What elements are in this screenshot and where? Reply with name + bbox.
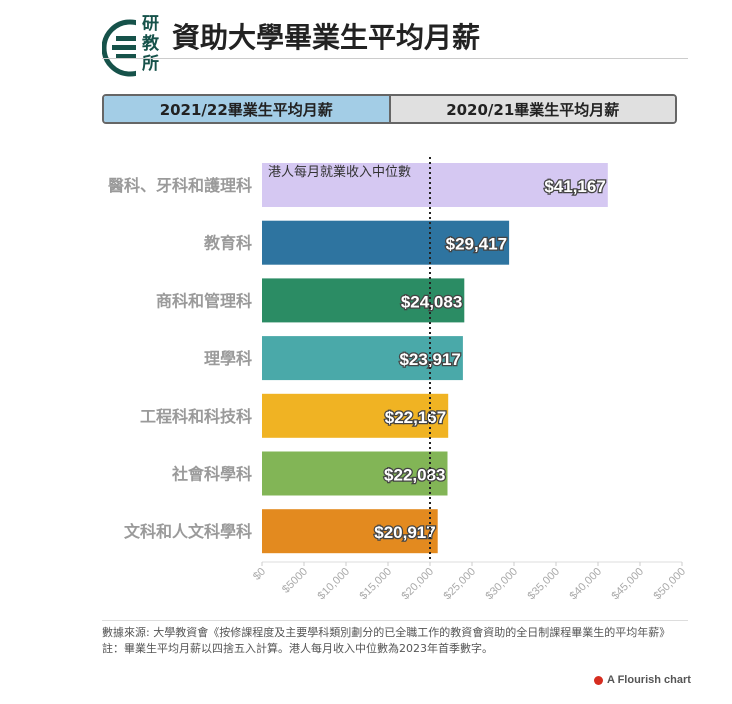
tab-2021-22[interactable]: 2021/22畢業生平均月薪 xyxy=(104,96,391,122)
footer-note: 註：畢業生平均月薪以四捨五入計算。港人每月收入中位數為2023年首季數字。 xyxy=(102,642,493,655)
x-tick-label-2: $10,000 xyxy=(316,566,353,603)
value-label-3: $23,917 xyxy=(399,350,460,369)
salary-bar-chart: 醫科、牙科和護理科 $41,167 教育科 $29,417 商科和管理科 $24,083 理… xyxy=(108,157,689,603)
value-label-1: $29,417 xyxy=(446,235,507,254)
category-label-3: 理學科 xyxy=(204,349,252,368)
value-label-6: $20,917 xyxy=(374,523,435,542)
bar-4 xyxy=(262,393,449,438)
bar-1 xyxy=(262,220,510,265)
x-tick-label-0: $0 xyxy=(251,566,268,583)
x-tick-label-3: $15,000 xyxy=(358,566,395,603)
x-tick-label-1: $5000 xyxy=(280,566,310,596)
page-title: 資助大學畢業生平均月薪 xyxy=(172,21,481,54)
x-tick-label-10: $50,000 xyxy=(652,566,689,603)
category-label-4: 工程科和科技科 xyxy=(140,407,252,426)
category-label-0: 醫科、牙科和護理科 xyxy=(108,176,252,195)
logo: 研 教 所 xyxy=(102,14,166,78)
median-reference-label: 港人每月就業收入中位數 xyxy=(268,164,411,180)
logo-char-2: 教 xyxy=(142,34,159,54)
logo-badge-icon xyxy=(102,14,166,78)
footer: 數據來源: 大學教資會《按修課程度及主要學科類別劃分的已全職工作的教資會資助的全… xyxy=(102,625,688,657)
footer-source: 數據來源: 大學教資會《按修課程度及主要學科類別劃分的已全職工作的教資會資助的全… xyxy=(102,626,671,639)
x-tick-label-8: $40,000 xyxy=(568,566,605,603)
x-tick-label-7: $35,000 xyxy=(526,566,563,603)
bar-2 xyxy=(262,278,465,323)
value-label-0: $41,167 xyxy=(544,177,605,196)
value-label-4: $22,167 xyxy=(385,408,446,427)
bar-6 xyxy=(262,509,438,554)
value-label-5: $22,083 xyxy=(384,466,445,485)
category-label-5: 社會科學科 xyxy=(171,465,252,484)
flourish-logo-icon xyxy=(594,675,603,685)
x-tick-label-4: $20,000 xyxy=(400,566,437,603)
logo-char-1: 研 xyxy=(142,14,159,34)
x-tick-label-5: $25,000 xyxy=(442,566,479,603)
x-tick-label-6: $30,000 xyxy=(484,566,521,603)
footer-divider xyxy=(102,620,688,621)
category-label-2: 商科和管理科 xyxy=(156,291,252,310)
title-divider xyxy=(102,58,688,59)
category-label-6: 文科和人文科學科 xyxy=(124,522,252,541)
bar-5 xyxy=(262,451,448,496)
tab-2020-21[interactable]: 2020/21畢業生平均月薪 xyxy=(390,96,675,122)
flourish-credit[interactable]: A Flourish chart xyxy=(594,674,691,686)
year-tabs: 2021/22畢業生平均月薪 2020/21畢業生平均月薪 xyxy=(102,94,677,124)
flourish-credit-label: A Flourish chart xyxy=(607,674,691,686)
x-tick-label-9: $45,000 xyxy=(610,566,647,603)
category-label-1: 教育科 xyxy=(204,234,252,253)
value-label-2: $24,083 xyxy=(401,292,462,311)
logo-char-3: 所 xyxy=(142,54,159,74)
bar-0 xyxy=(262,163,608,207)
